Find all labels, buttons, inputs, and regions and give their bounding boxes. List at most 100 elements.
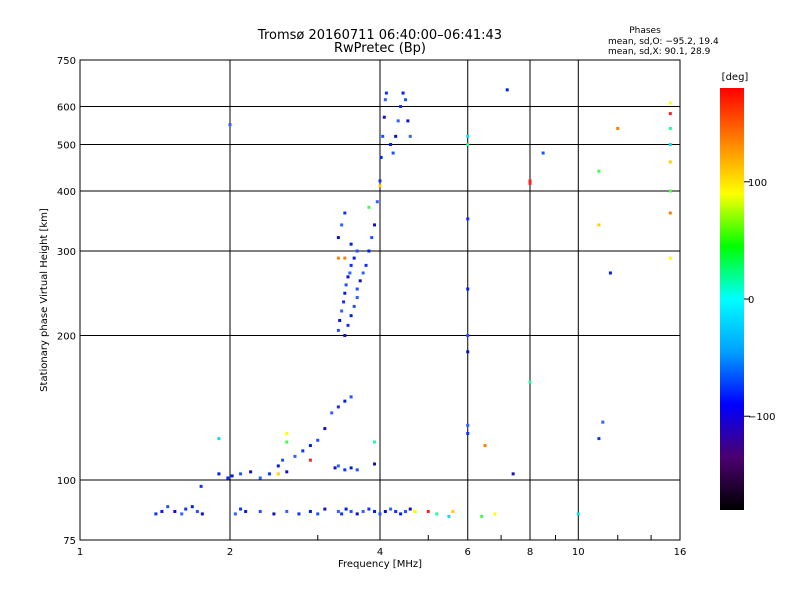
data-point xyxy=(355,468,359,472)
data-point xyxy=(239,507,243,511)
data-point xyxy=(373,509,377,513)
data-point xyxy=(367,507,371,511)
data-point xyxy=(258,509,262,513)
data-point xyxy=(281,458,285,462)
data-point xyxy=(349,395,353,399)
data-point xyxy=(466,287,470,291)
chart-title: Tromsø 20160711 06:40:00–06:41:43 xyxy=(257,28,502,43)
data-point xyxy=(276,464,280,468)
data-point xyxy=(408,507,412,511)
data-point xyxy=(308,444,312,448)
data-point xyxy=(466,134,470,138)
data-point xyxy=(340,223,344,227)
data-point xyxy=(190,505,194,509)
colorbar-tick-label: −100 xyxy=(748,412,775,423)
data-point xyxy=(323,507,327,511)
data-point xyxy=(285,440,289,444)
data-point xyxy=(668,112,672,116)
data-point xyxy=(597,223,601,227)
y-tick-label: 200 xyxy=(57,332,76,343)
y-axis-label: Stationary phase Virtual Height [km] xyxy=(39,208,50,392)
data-point xyxy=(379,155,383,159)
colorbar-label: [deg] xyxy=(722,72,749,83)
data-point xyxy=(230,474,234,478)
data-point xyxy=(413,509,417,513)
data-point xyxy=(668,160,672,164)
data-point xyxy=(352,304,356,308)
data-point xyxy=(349,263,353,267)
data-point xyxy=(316,512,320,516)
data-point xyxy=(355,512,359,516)
data-point xyxy=(355,296,359,300)
data-point xyxy=(323,427,327,431)
data-point xyxy=(466,350,470,354)
data-point xyxy=(668,101,672,105)
data-point xyxy=(396,119,400,123)
data-point xyxy=(285,470,289,474)
data-point xyxy=(336,256,340,260)
data-point xyxy=(233,512,237,516)
data-point xyxy=(355,249,359,253)
data-point xyxy=(349,314,353,318)
data-point xyxy=(435,512,439,516)
data-point xyxy=(378,179,382,183)
data-point xyxy=(346,323,350,327)
data-point xyxy=(343,399,347,403)
data-point xyxy=(343,468,347,472)
data-point xyxy=(408,134,412,138)
data-point xyxy=(195,509,199,513)
data-point xyxy=(333,466,337,470)
data-point xyxy=(373,223,377,227)
data-point xyxy=(336,509,340,513)
data-point xyxy=(384,91,388,95)
data-point xyxy=(258,476,262,480)
x-axis-label: Frequency [MHz] xyxy=(338,559,422,570)
data-point xyxy=(361,509,365,513)
data-point xyxy=(358,279,362,283)
data-point xyxy=(389,143,393,147)
data-point xyxy=(173,509,177,513)
data-point xyxy=(349,509,353,513)
data-point xyxy=(493,512,497,516)
colorbar xyxy=(720,88,744,510)
plot-frame xyxy=(79,59,681,541)
phases-header: Phases xyxy=(629,26,661,36)
data-point xyxy=(340,309,344,313)
data-point xyxy=(285,509,289,513)
data-point xyxy=(382,115,386,119)
data-point xyxy=(340,512,344,516)
data-point xyxy=(381,134,385,138)
data-point xyxy=(399,512,403,516)
data-point xyxy=(391,151,395,155)
data-point xyxy=(184,507,188,511)
data-point xyxy=(668,189,672,193)
data-point xyxy=(668,256,672,260)
data-point xyxy=(608,271,612,275)
y-tick-label: 75 xyxy=(63,536,76,547)
data-point xyxy=(394,134,398,138)
y-tick-label: 500 xyxy=(57,141,76,152)
y-tick-label: 300 xyxy=(57,247,76,258)
y-tick-label: 750 xyxy=(57,56,76,67)
data-point xyxy=(466,432,470,436)
data-point xyxy=(668,211,672,215)
data-point xyxy=(406,119,410,123)
data-point xyxy=(160,509,164,513)
data-point xyxy=(383,98,387,102)
data-point xyxy=(401,91,405,95)
data-point xyxy=(403,509,407,513)
data-point xyxy=(272,512,276,516)
colorbar-tick-label: 0 xyxy=(748,295,754,306)
colorbar-ticks: 100 0 −100 xyxy=(744,178,775,423)
data-point xyxy=(505,88,509,92)
data-point xyxy=(297,512,301,516)
data-point xyxy=(226,476,230,480)
data-point xyxy=(343,211,347,215)
data-point xyxy=(528,380,532,384)
x-tick-label: 4 xyxy=(377,547,383,558)
colorbar-tick-label: 100 xyxy=(748,178,767,189)
data-point xyxy=(394,509,398,513)
data-point xyxy=(349,242,353,246)
data-point xyxy=(217,437,221,441)
data-point xyxy=(466,143,470,147)
